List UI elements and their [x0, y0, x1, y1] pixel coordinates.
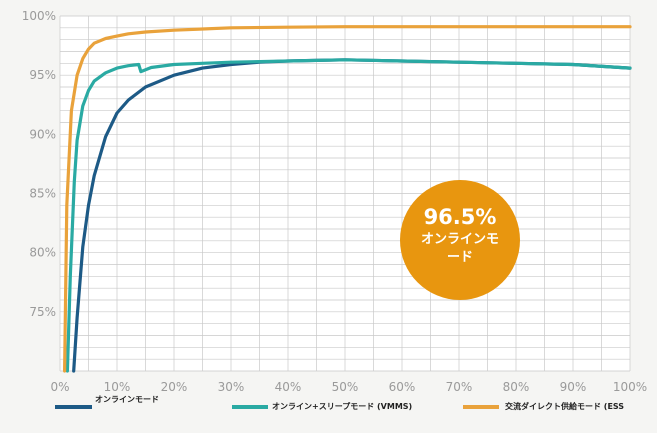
x-tick-label: 40% [275, 380, 302, 394]
callout-label-line2: ード [447, 250, 473, 265]
x-tick-label: 50% [332, 380, 359, 394]
y-tick-label: 100% [22, 9, 56, 23]
y-tick-label: 80% [29, 246, 56, 260]
legend-label-2: オンライン+スリープモード (VMMS) [272, 401, 412, 411]
y-tick-label: 90% [29, 127, 56, 141]
x-tick-label: 30% [218, 380, 245, 394]
series-lines [62, 25, 632, 373]
x-tick-label: 0% [50, 380, 69, 394]
y-tick-label: 75% [29, 305, 56, 319]
y-axis-ticks: 75% 80% 85% 90% 95% 100% [22, 9, 56, 319]
x-tick-label: 100% [613, 380, 647, 394]
series-line-3 [62, 25, 632, 373]
x-tick-label: 20% [161, 380, 188, 394]
legend-label-1: オンラインモード [95, 395, 159, 404]
x-axis-ticks: 0% 10% 20% 30% 40% 50% 60% 70% 80% 90% 100% [50, 380, 647, 394]
callout-badge: 96.5% オンラインモ ード [400, 180, 520, 300]
x-tick-label: 60% [389, 380, 416, 394]
grid [59, 15, 631, 372]
callout-circle [400, 180, 520, 300]
x-tick-label: 10% [104, 380, 131, 394]
legend-label-3: 交流ダイレクト供給モード (ESS [505, 401, 624, 411]
x-tick-label: 80% [503, 380, 530, 394]
x-tick-label: 90% [560, 380, 587, 394]
y-tick-label: 85% [29, 187, 56, 201]
x-tick-label: 70% [446, 380, 473, 394]
callout-label-line1: オンラインモ [421, 232, 499, 247]
callout-value: 96.5% [424, 205, 497, 229]
y-tick-label: 95% [29, 68, 56, 82]
series-line-2 [65, 58, 632, 373]
